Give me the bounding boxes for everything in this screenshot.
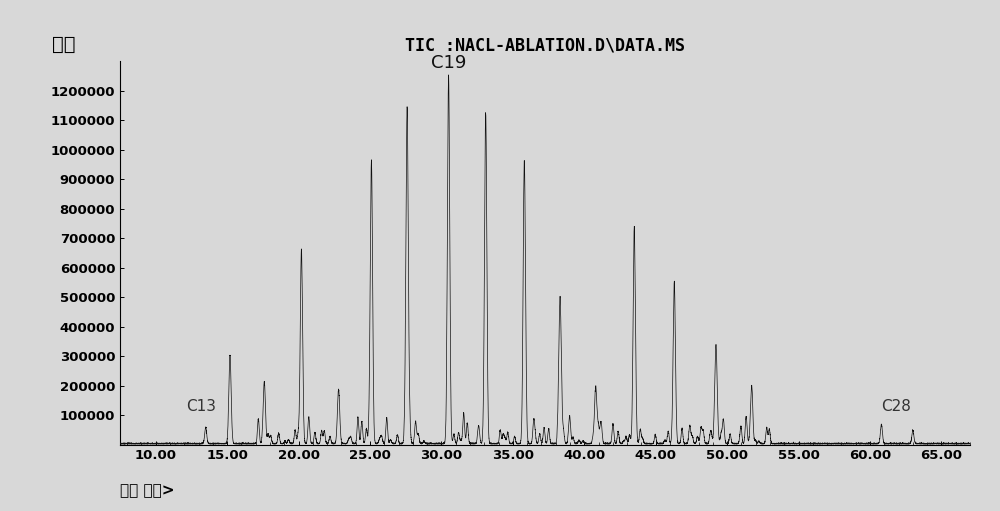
Text: 丰度: 丰度 [52, 35, 76, 54]
Title: TIC :NACL-ABLATION.D\DATA.MS: TIC :NACL-ABLATION.D\DATA.MS [405, 36, 685, 54]
Text: 时间 －－>: 时间 －－> [120, 483, 175, 498]
Text: C19: C19 [431, 54, 466, 72]
Text: C13: C13 [186, 399, 216, 413]
Text: C28: C28 [881, 399, 911, 413]
